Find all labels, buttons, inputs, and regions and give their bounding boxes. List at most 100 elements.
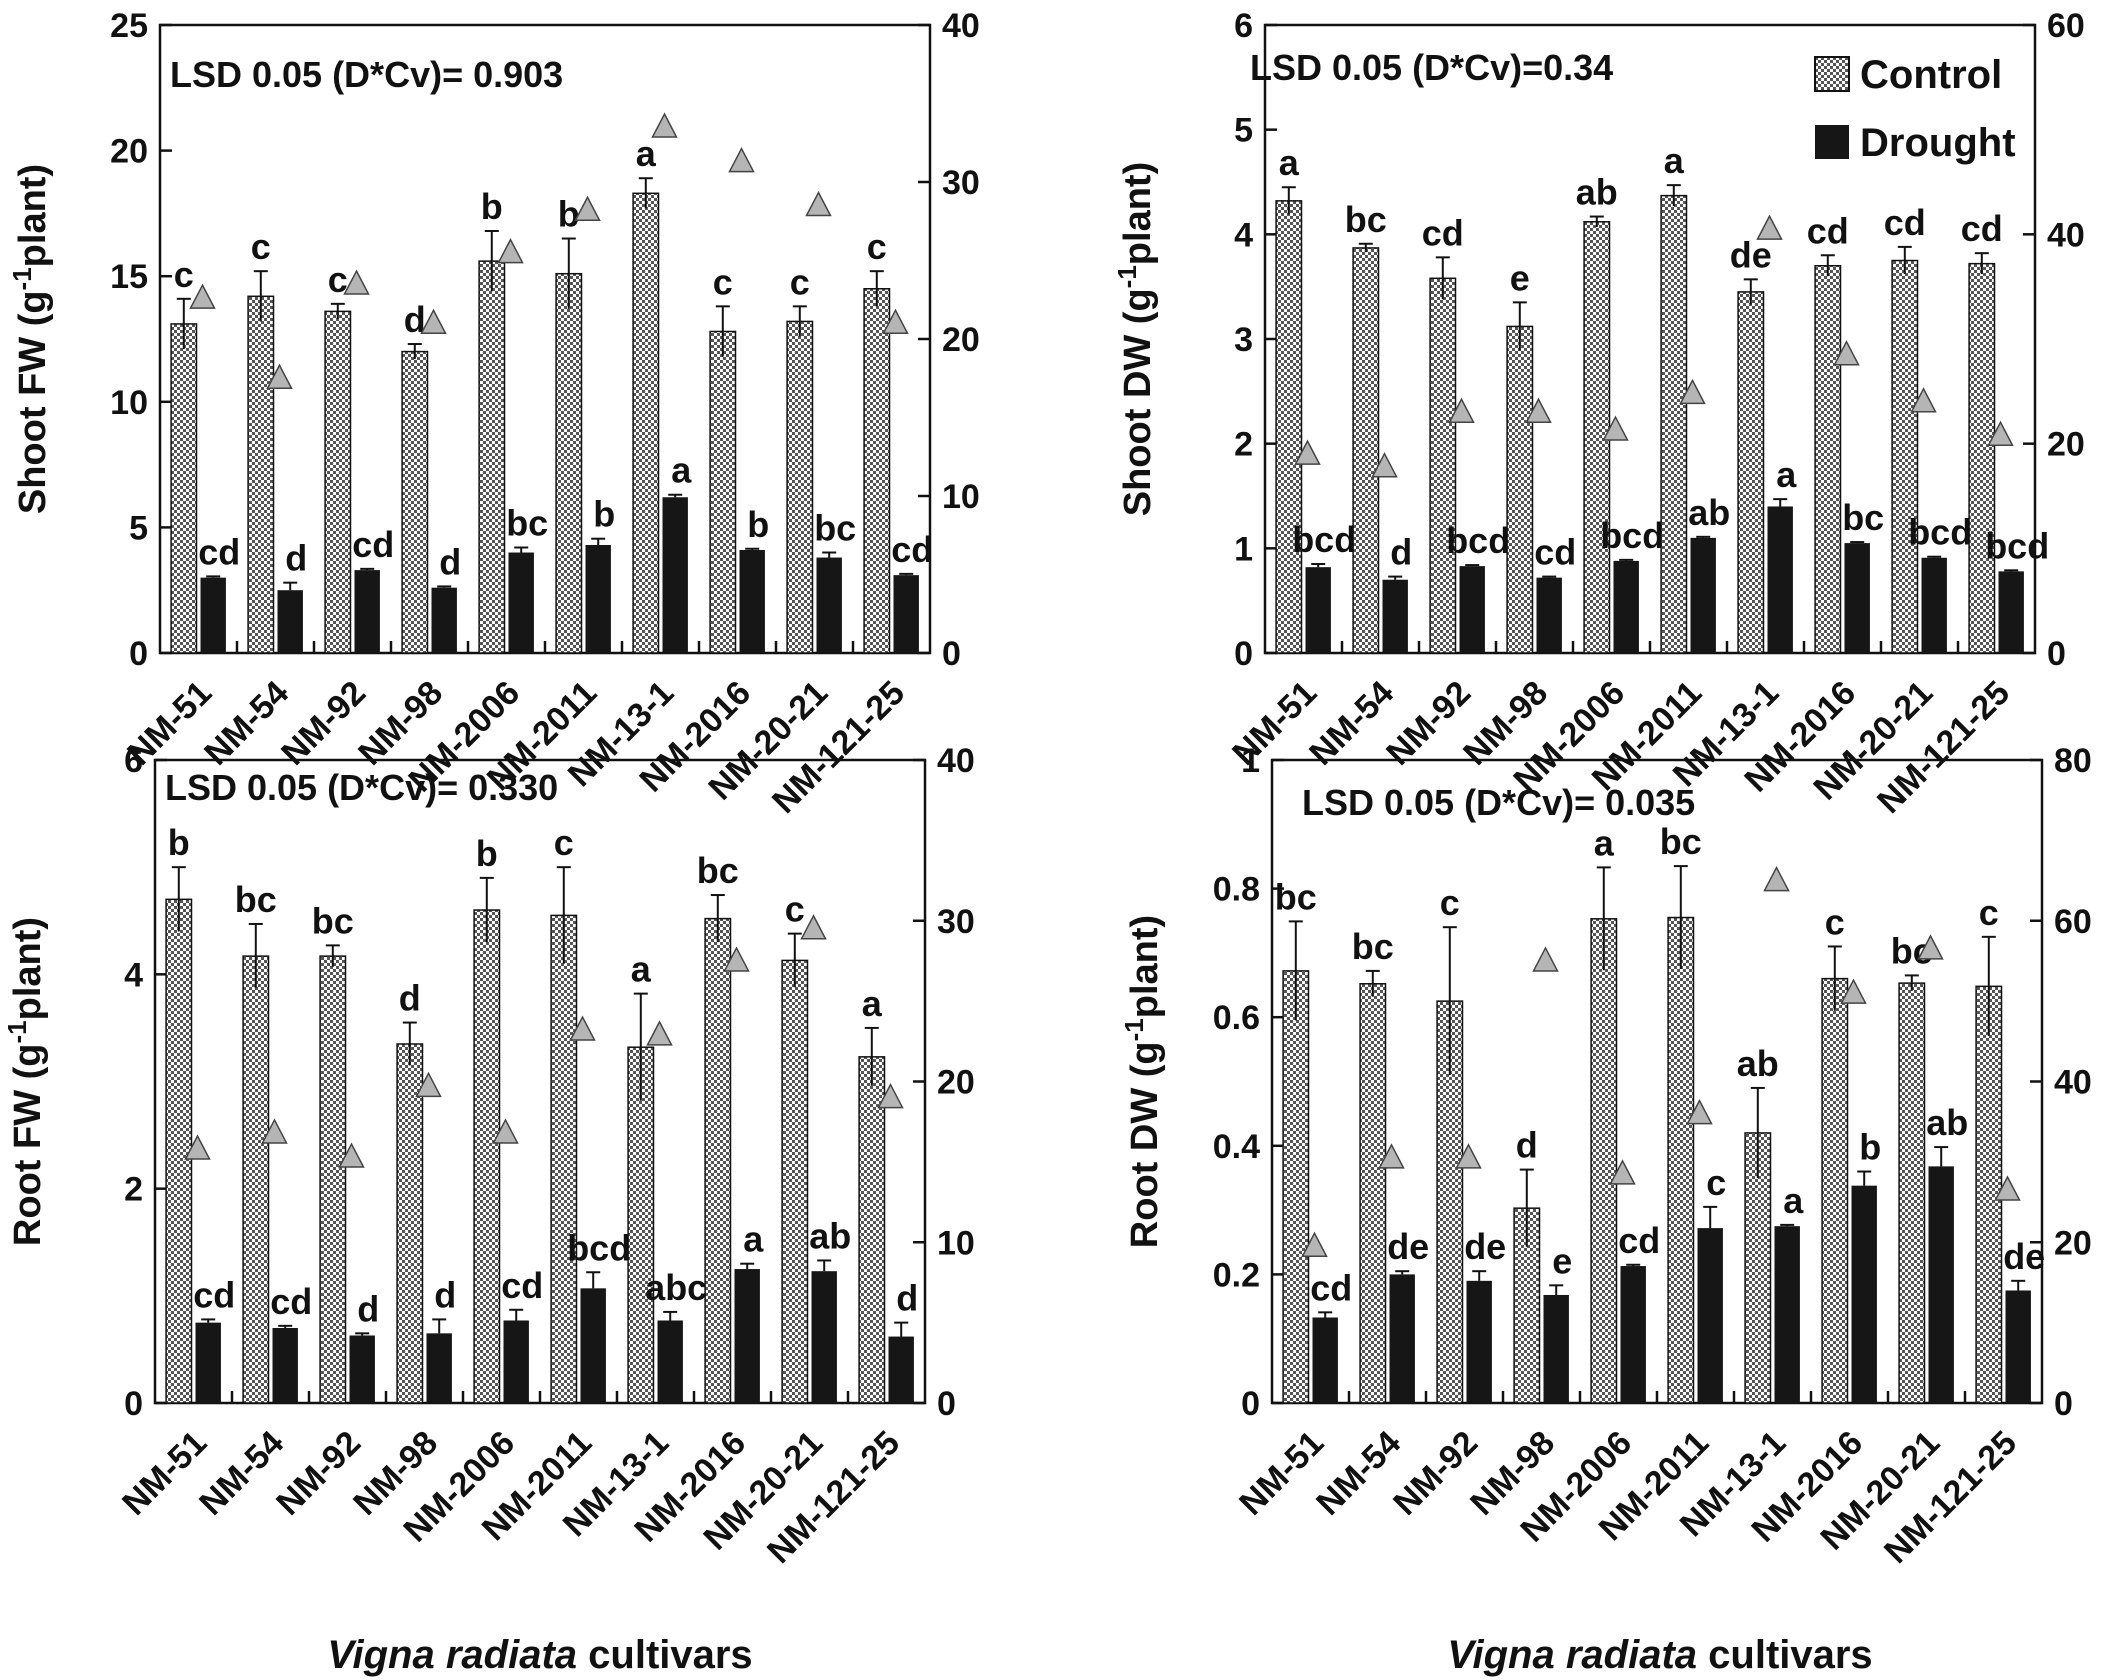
triangle-marker [651, 112, 678, 138]
y2-tick-label: 40 [942, 7, 980, 45]
control-bar [1821, 977, 1849, 1404]
drought-significance-letter: ab [1926, 1102, 1968, 1143]
drought-significance-letter: cd [1534, 532, 1576, 573]
control-bar [1590, 918, 1618, 1404]
y2-tick-label: 30 [942, 164, 980, 202]
y-tick-label: 5 [129, 509, 148, 547]
triangle-marker [189, 283, 216, 309]
triangle-marker [1294, 439, 1321, 465]
drought-significance-letter: cd [1310, 1267, 1352, 1308]
y2-tick-label: 0 [942, 635, 961, 673]
x-category-label: NM-92 [269, 1424, 368, 1523]
drought-bar [816, 557, 842, 653]
y-tick-label: 20 [110, 133, 148, 171]
control-bar [319, 955, 347, 1404]
y-tick-label: 10 [110, 384, 148, 422]
drought-significance-letter: a [743, 1219, 764, 1260]
plot-frame [1270, 758, 2044, 1405]
control-bar [863, 288, 891, 654]
drought-significance-letter: ab [809, 1215, 851, 1256]
control-significance-letter: c [1825, 901, 1845, 942]
drought-significance-letter: d [357, 1288, 379, 1329]
drought-significance-letter: b [593, 494, 615, 535]
triangle-marker [1679, 378, 1706, 405]
control-significance-letter: a [862, 983, 883, 1024]
control-bar [401, 350, 429, 654]
drought-bar [580, 1288, 606, 1403]
control-significance-letter: c [1440, 882, 1460, 923]
y-tick-label: 0 [129, 635, 148, 673]
control-bar [1282, 970, 1310, 1404]
control-bar [478, 260, 506, 654]
control-significance-letter: cd [1884, 202, 1926, 243]
control-significance-letter: cd [1807, 210, 1849, 251]
x-category-label: NM-54 [1302, 674, 1401, 773]
triangle-marker [420, 308, 447, 335]
x-category-label: NM-54 [192, 1424, 291, 1523]
drought-bar [1851, 1185, 1877, 1403]
control-bar [1898, 982, 1926, 1404]
control-significance-letter: cd [1422, 212, 1464, 253]
drought-significance-letter: bcd [1600, 515, 1664, 556]
triangle-marker [646, 1020, 673, 1046]
control-significance-letter: cd [1961, 208, 2003, 249]
control-significance-letter: c [790, 261, 810, 302]
control-significance-letter: a [1594, 822, 1615, 863]
control-bar [324, 310, 352, 654]
drought-bar [657, 1320, 683, 1403]
triangle-marker [1532, 946, 1559, 972]
y-tick-label: 4 [1234, 216, 1253, 254]
control-significance-letter: bc [1660, 821, 1702, 862]
x-axis-title-right: Vigna radiata cultivars [1447, 1633, 1872, 1677]
x-category-label: NM-51 [1225, 674, 1324, 773]
triangle-marker [1371, 452, 1398, 478]
drought-bar [503, 1320, 529, 1403]
triangle-marker [1686, 1099, 1713, 1125]
drought-significance-letter: bc [1842, 497, 1884, 538]
control-significance-letter: b [481, 186, 503, 227]
y-tick-label: 2 [1234, 426, 1253, 464]
drought-bar [1459, 566, 1485, 653]
triangle-marker [1378, 1143, 1405, 1169]
control-significance-letter: bc [697, 850, 739, 891]
drought-significance-letter: e [1552, 1240, 1572, 1281]
triangle-marker [184, 1134, 211, 1160]
drought-significance-letter: b [1859, 1127, 1881, 1168]
control-significance-letter: d [399, 978, 421, 1019]
control-significance-letter: bc [1275, 876, 1317, 917]
y2-tick-label: 60 [2054, 903, 2092, 941]
y-axis-title: Root DW (g-1plant) [1119, 915, 1166, 1248]
y-tick-label: 6 [124, 742, 143, 780]
drought-bar [1536, 577, 1562, 653]
drought-bar [662, 497, 688, 653]
drought-significance-letter: bcd [1908, 512, 1972, 553]
drought-bar [1844, 543, 1870, 653]
control-bar [550, 914, 578, 1404]
triangle-marker [492, 1118, 519, 1144]
y2-tick-label: 30 [937, 903, 975, 941]
drought-bar [585, 544, 611, 653]
drought-significance-letter: cd [198, 531, 240, 572]
drought-significance-letter: cd [270, 1281, 312, 1322]
control-significance-letter: b [168, 822, 190, 863]
triangle-marker [343, 269, 370, 295]
y-axis-title: Shoot FW (g-1plant) [7, 164, 54, 514]
control-significance-letter: a [1664, 140, 1685, 181]
drought-bar [508, 552, 534, 653]
control-significance-letter: d [404, 299, 426, 340]
control-bar [242, 955, 270, 1404]
drought-significance-letter: d [439, 541, 461, 582]
drought-bar [1312, 1317, 1338, 1403]
y-tick-label: 5 [1234, 112, 1253, 150]
drought-significance-letter: d [434, 1274, 456, 1315]
triangle-marker [877, 1082, 904, 1109]
y2-tick-label: 10 [942, 478, 980, 516]
drought-bar [349, 1335, 375, 1403]
drought-significance-letter: bcd [1985, 525, 2049, 566]
control-bar [170, 323, 198, 654]
x-category-label: NM-92 [274, 674, 373, 773]
triangle-marker [1525, 397, 1552, 424]
drought-bar [195, 1322, 221, 1403]
drought-significance-letter: c [1706, 1162, 1726, 1203]
